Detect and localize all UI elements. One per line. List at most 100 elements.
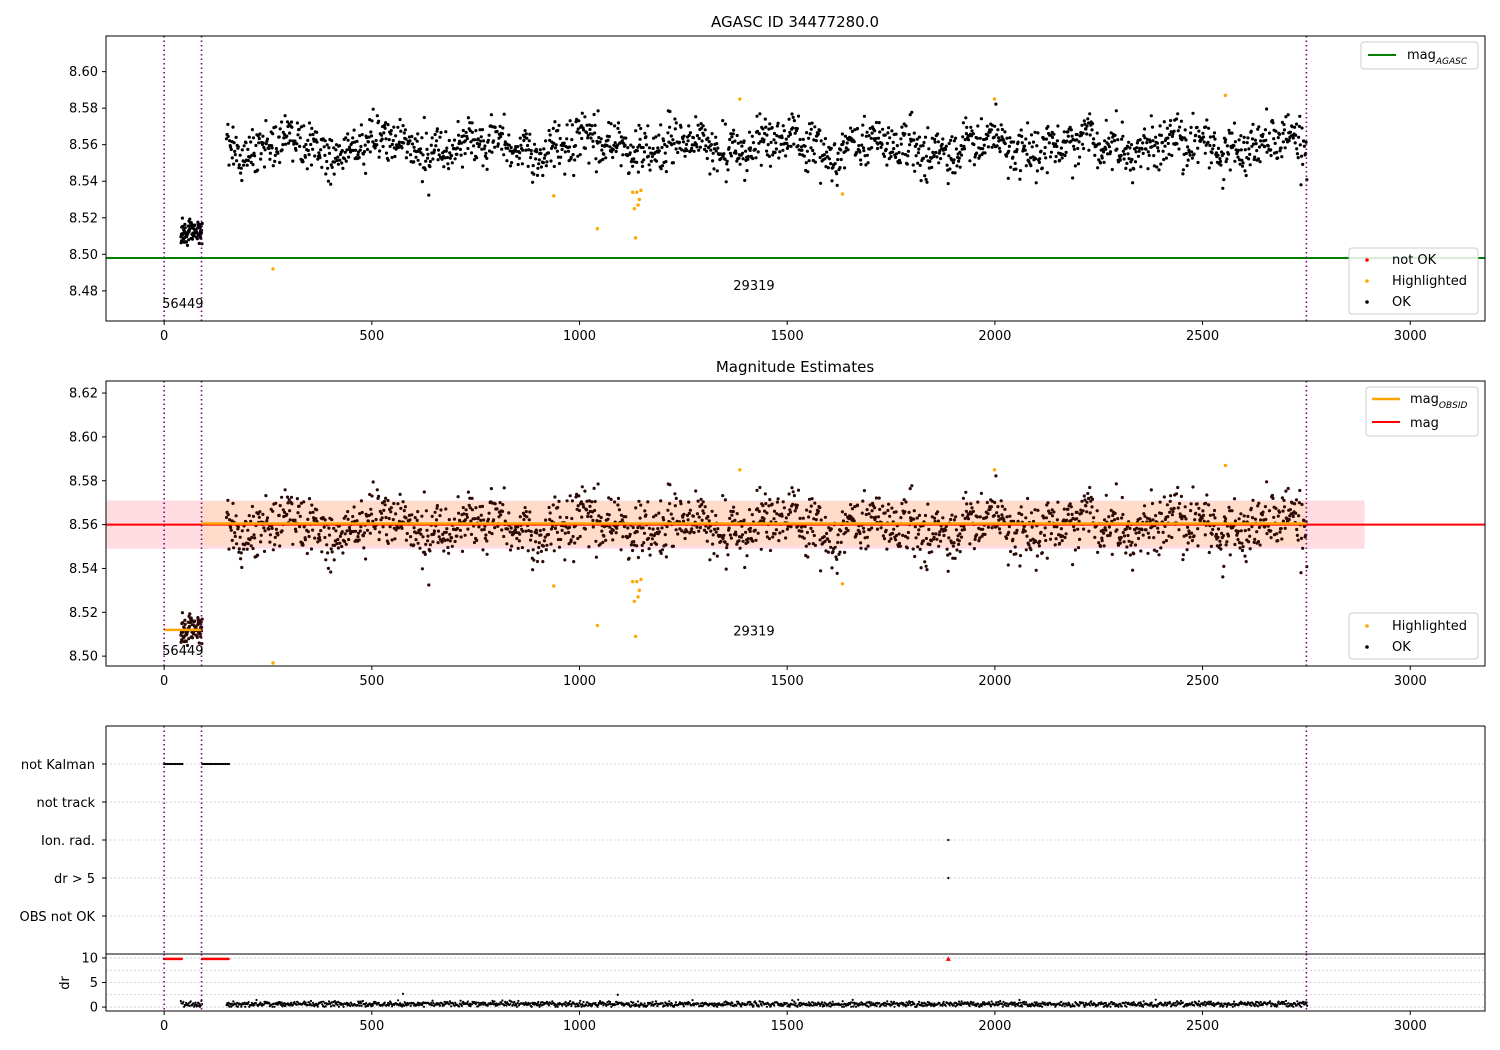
ok-point [679, 125, 683, 129]
ok-point [429, 143, 433, 147]
ok-point [656, 527, 660, 531]
ok-point [902, 498, 906, 502]
ok-point [394, 528, 398, 532]
ok-point [790, 486, 794, 490]
ok-point [1277, 132, 1282, 136]
ok-point [1248, 163, 1252, 167]
ok-point [1223, 519, 1227, 524]
ok-point [805, 508, 809, 512]
ok-point [1243, 529, 1247, 533]
dr-point [646, 1004, 649, 1007]
ok-point [1082, 146, 1086, 151]
ok-point [1205, 493, 1209, 497]
dr-point [582, 1000, 585, 1004]
ok-point [242, 144, 246, 148]
ok-point [882, 154, 887, 158]
ok-point [1106, 152, 1110, 156]
ok-point [1044, 538, 1048, 543]
panel2-line-legend: magOBSID mag [1365, 386, 1479, 437]
ok-point [403, 128, 407, 132]
ok-point [1233, 140, 1237, 144]
ok-point [1065, 139, 1069, 143]
ok-point [947, 154, 951, 158]
ok-point [274, 147, 278, 151]
ok-point [424, 159, 428, 163]
ok-point [1243, 169, 1247, 173]
ok-point [233, 534, 237, 539]
ok-point [520, 162, 525, 166]
ok-point [981, 527, 985, 531]
ok-point [994, 102, 998, 106]
ok-point [664, 160, 668, 164]
x-tick-label: 500 [359, 674, 384, 689]
ok-point [674, 496, 678, 500]
ok-point [812, 517, 816, 521]
ok-point [788, 132, 793, 136]
ok-point [1031, 140, 1036, 144]
ok-point [267, 527, 271, 531]
ok-point [472, 158, 477, 162]
ok-point [767, 537, 772, 541]
dr-point [565, 1005, 568, 1008]
ok-point [598, 140, 602, 144]
legend-marker-ok [1365, 300, 1369, 304]
ok-point [290, 125, 294, 129]
dr-point [280, 1001, 283, 1004]
ok-point [1198, 519, 1202, 523]
ok-point [629, 143, 633, 147]
flag-point [166, 762, 169, 766]
ok-point [905, 546, 909, 550]
ok-point [665, 525, 669, 529]
ok-point [435, 506, 439, 510]
ok-point [302, 124, 306, 128]
ok-point [424, 131, 428, 135]
ok-point [702, 511, 706, 515]
ok-point [611, 538, 615, 542]
ok-point [1304, 140, 1308, 144]
ok-point [690, 527, 694, 531]
ok-point [428, 165, 432, 169]
ok-point [711, 542, 715, 546]
dr-point [515, 1003, 518, 1006]
ok-point [1026, 121, 1030, 125]
ok-point [521, 529, 525, 533]
ok-point [199, 620, 203, 624]
ok-point [1301, 162, 1305, 166]
ok-point [345, 529, 349, 533]
ok-point [389, 132, 393, 136]
ok-point [1146, 531, 1150, 535]
ok-point [347, 145, 352, 149]
ok-point [403, 505, 407, 509]
ok-point [798, 534, 802, 538]
ok-point [226, 513, 230, 517]
ok-point [1258, 160, 1262, 164]
ok-point [1213, 137, 1217, 141]
ok-point [680, 529, 684, 533]
ok-point [492, 518, 496, 522]
ok-point [323, 535, 327, 540]
ok-point [972, 142, 976, 147]
ok-point [1110, 552, 1114, 557]
ok-point [886, 131, 890, 135]
ok-point [883, 133, 887, 137]
ok-point [297, 127, 301, 131]
ok-point [1201, 135, 1206, 139]
ok-point [1189, 509, 1193, 513]
ok-point [617, 508, 622, 512]
ok-point [1076, 146, 1080, 151]
ok-point [1100, 539, 1104, 543]
ok-point [240, 148, 244, 152]
ok-point [704, 149, 709, 153]
ok-point [183, 618, 187, 622]
ok-point [865, 535, 870, 539]
ok-point [840, 510, 845, 514]
ok-point [774, 528, 779, 532]
ok-point [807, 122, 812, 126]
ok-point [534, 540, 538, 544]
ok-point [498, 501, 502, 505]
dr-point [341, 1003, 344, 1006]
ok-point [716, 146, 720, 150]
ok-point [1210, 532, 1214, 536]
ok-point [791, 115, 795, 119]
panel1-frame [105, 35, 1486, 322]
